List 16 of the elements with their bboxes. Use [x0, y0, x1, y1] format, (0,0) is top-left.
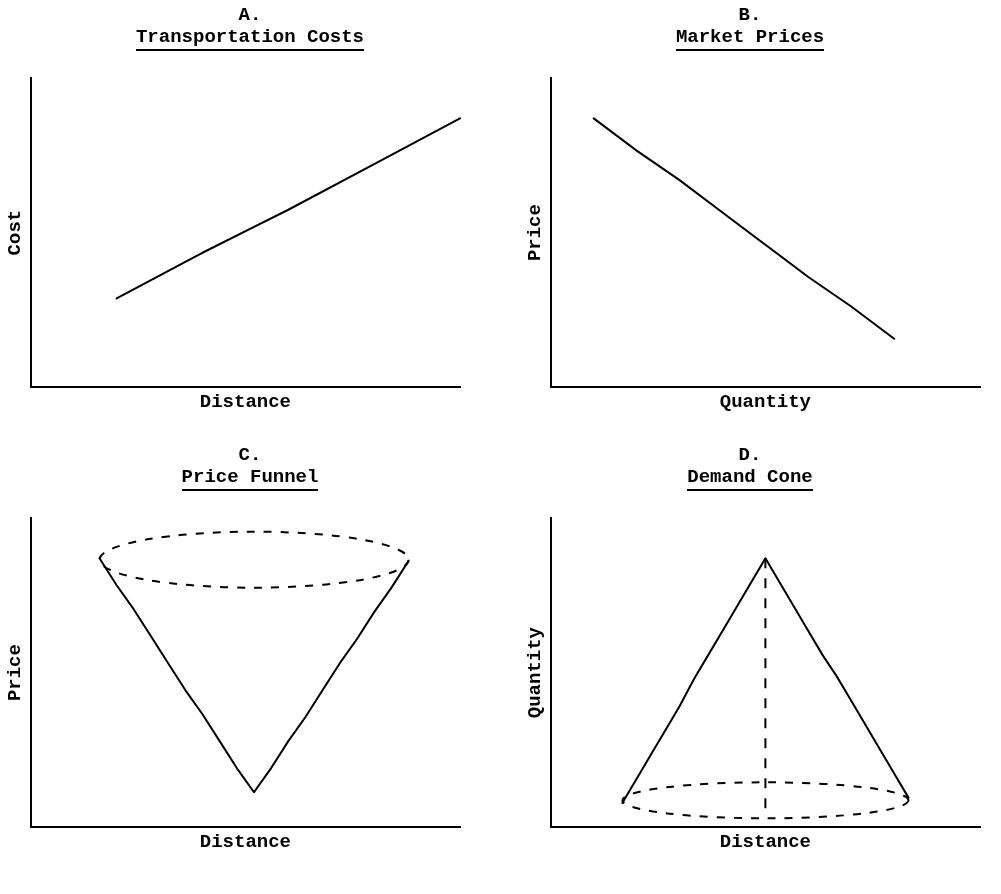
chart-subtitle: Demand Cone	[687, 466, 813, 491]
y-axis-title: Price	[524, 204, 547, 262]
chart-title: B.	[737, 4, 763, 26]
chart-title: A.	[237, 4, 263, 26]
chart-subtitle: Transportation Costs	[135, 26, 365, 51]
x-axis-title: Distance	[719, 831, 812, 854]
chart-title: D.	[737, 444, 763, 466]
y-axis-title: Price	[4, 644, 27, 702]
x-axis-title: Quantity	[719, 391, 812, 414]
x-axis-title: Distance	[199, 391, 292, 414]
chart-title: C.	[237, 444, 263, 466]
chart-subtitle: Price Funnel	[181, 466, 319, 491]
chart-subtitle: Market Prices	[675, 26, 825, 51]
y-axis-title: Quantity	[524, 626, 547, 719]
y-axis-title: Cost	[4, 209, 27, 256]
x-axis-title: Distance	[199, 831, 292, 854]
